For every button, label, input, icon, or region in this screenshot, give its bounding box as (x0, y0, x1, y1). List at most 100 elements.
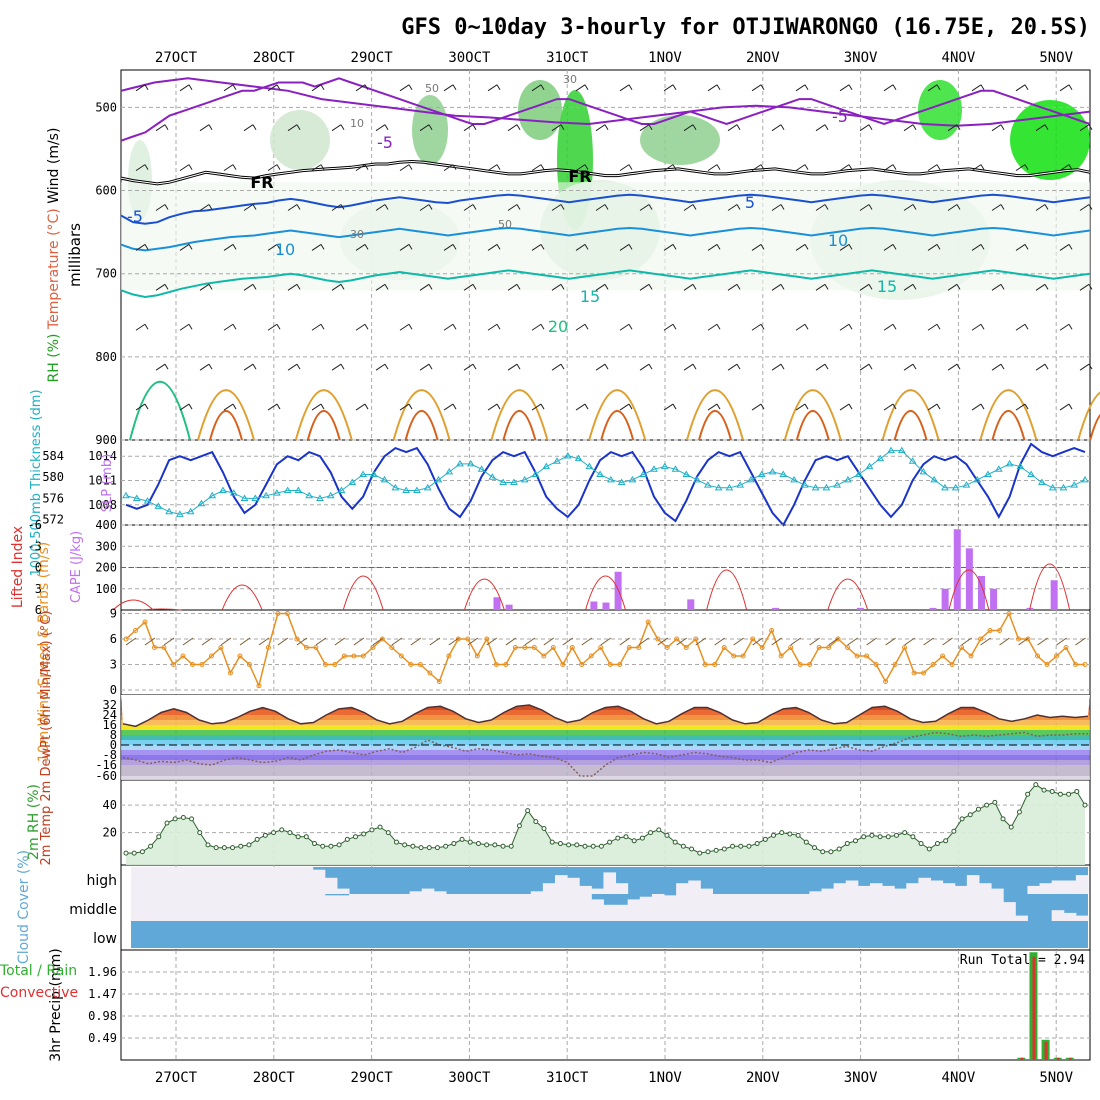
wind-barb (551, 363, 562, 371)
freezing-level-inner (120, 160, 1091, 185)
wind-barb (707, 244, 718, 251)
cloud-clear-cell (312, 894, 326, 921)
wind-barb-flag (672, 323, 677, 330)
wind-barb-flag (232, 84, 237, 91)
wind-speed-marker (246, 662, 252, 667)
wind-speed-marker (408, 662, 414, 667)
wind-barb (839, 84, 850, 92)
li-line (112, 599, 154, 611)
rh-marker (721, 846, 727, 852)
thickness-marker (423, 483, 432, 491)
wind-barb-flag (276, 244, 281, 250)
rh-marker (705, 849, 711, 855)
wind-barb-flag (276, 164, 281, 170)
rh-marker (320, 843, 326, 849)
cloud-clear-cell (700, 894, 713, 921)
wind-barb (971, 403, 982, 411)
wind-barb (135, 244, 146, 251)
wind-barb (790, 637, 801, 646)
wind-barb (595, 283, 606, 291)
wind-barb-flag (428, 204, 433, 210)
bottom-date-label: 29OCT (351, 1070, 394, 1086)
cloud-clear-cell (264, 867, 277, 894)
wind-barb (683, 283, 694, 291)
wind-barb-flag (912, 204, 917, 210)
wind-barb (1035, 204, 1046, 211)
cloud-clear-cell (445, 894, 459, 921)
rh-marker (844, 841, 850, 847)
cloud-clear-cell (349, 894, 362, 921)
wind-barb-flag (956, 363, 961, 370)
wind-barb (448, 637, 460, 646)
rh-contour-fill (518, 80, 562, 140)
rh-marker (549, 839, 555, 845)
wind-barb-flag (452, 244, 457, 250)
thickness-marker (671, 465, 680, 472)
wind-speed-marker (864, 653, 870, 659)
wind-speed-marker (208, 653, 214, 659)
wind-barb-flag (144, 164, 149, 170)
cloud-clear-cell (591, 899, 604, 921)
rh-area (126, 784, 1085, 865)
wind-barb-flag (472, 363, 477, 370)
wind-speed-marker (389, 645, 395, 650)
bottom-date-axis: 27OCT 28OCT 29OCT 30OCT 31OCT 1NOV 2NOV 3NOV 4NO… (155, 1070, 1074, 1086)
cloud-clear-cell (554, 875, 568, 894)
wind-barb-flag (912, 363, 917, 370)
precip-convective-bar (1044, 1042, 1048, 1060)
wind-barb-flag (892, 84, 897, 91)
rh-marker (918, 841, 924, 847)
upper-ylabel-part: Temperature (°C) (46, 208, 62, 333)
wind-barb (296, 637, 308, 646)
wind-barb (531, 403, 542, 411)
wind-barb-flag (780, 363, 785, 370)
wind-barb-flag (208, 204, 213, 210)
wind-barb-flag (164, 363, 169, 370)
cloud-clear-cell (458, 894, 471, 921)
cape-bar (687, 599, 695, 610)
contour-label: 15 (580, 287, 600, 306)
li-line (141, 608, 182, 611)
wind-barb-flag (692, 204, 697, 210)
thickness-marker (143, 497, 152, 504)
wind-barb-flag (692, 363, 697, 370)
wind-speed-marker (968, 653, 974, 659)
rh-marker (664, 832, 670, 838)
wind-barb-flag (980, 323, 985, 330)
rh-marker (877, 834, 883, 840)
cloud-clear-cell (361, 894, 374, 921)
wind-barb (311, 323, 322, 331)
cloud-clear-cell (179, 894, 193, 921)
temperature-band (121, 776, 1090, 780)
cloud-clear-cell (433, 894, 447, 921)
wind-ytick: 3 (110, 658, 117, 672)
wind-speed-marker (816, 645, 822, 650)
wind-barb-flag (584, 84, 589, 91)
wind-barb (727, 204, 738, 211)
wind-speed-marker (626, 645, 632, 650)
thickness-marker (833, 481, 842, 488)
wind-speed-marker (997, 628, 1003, 633)
wind-speed-marker (674, 636, 680, 642)
cloud-clear-cell (748, 894, 762, 921)
rh-marker (172, 816, 178, 822)
wind-barb-flag (144, 84, 149, 91)
wind-barb (1035, 283, 1046, 291)
wind-barb (199, 283, 210, 291)
thickness-marker (790, 475, 798, 483)
cloud-clear-cell (252, 894, 265, 921)
wind-barb-flag (980, 244, 985, 250)
wind-barb (311, 84, 322, 92)
rh-marker (1049, 788, 1055, 794)
contour-label: -5 (377, 133, 393, 152)
bottom-date-label: 5NOV (1039, 1070, 1073, 1086)
wind-speed-marker (598, 645, 604, 650)
li-ytick: -6 (28, 518, 42, 532)
rh-marker (385, 830, 391, 836)
wind-speed-marker (826, 645, 832, 650)
wind-speed-marker (664, 645, 670, 650)
wind-barb (927, 84, 938, 92)
thickness-marker (596, 470, 604, 478)
rh-marker (1008, 824, 1014, 830)
wind-speed-marker (180, 653, 186, 659)
